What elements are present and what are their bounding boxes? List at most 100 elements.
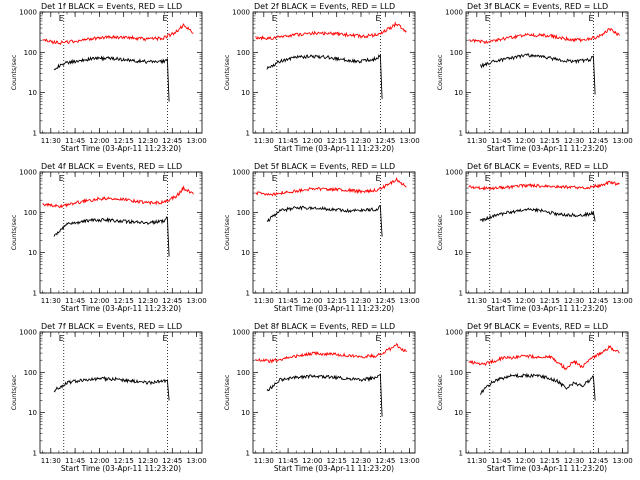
- y-tick-label: 1: [246, 450, 250, 458]
- x-tick-label: 12:15: [114, 297, 134, 305]
- x-tick-label: 11:30: [467, 137, 487, 145]
- panel-title: Det 2f BLACK = Events, RED = LLD: [254, 2, 395, 11]
- event-marker-label: E: [162, 174, 167, 183]
- event-marker-label: E: [485, 174, 490, 183]
- y-tick-label: 1: [246, 130, 250, 138]
- x-tick-label: 12:30: [138, 457, 158, 465]
- event-marker-label: E: [59, 174, 64, 183]
- x-tick-label: 12:45: [162, 457, 182, 465]
- x-tick-label: 11:30: [41, 297, 61, 305]
- events-series-line: [266, 373, 383, 417]
- x-tick-label: 12:15: [327, 297, 347, 305]
- plot-frame: [465, 171, 629, 294]
- plot-frame: [252, 331, 416, 454]
- plot-frame: [465, 331, 629, 454]
- plot-frame: [252, 11, 416, 134]
- events-series-line: [266, 204, 383, 237]
- lld-series-line: [255, 177, 407, 197]
- x-tick-label: 13:00: [187, 457, 207, 465]
- y-axis-label: Counts/sec: [436, 54, 444, 90]
- x-tick-label: 12:30: [564, 137, 584, 145]
- x-tick-label: 12:45: [375, 457, 395, 465]
- events-series-line: [479, 207, 596, 222]
- event-marker-label: E: [588, 14, 593, 23]
- panel-title: Det 7f BLACK = Events, RED = LLD: [41, 322, 182, 331]
- plot-frame: [465, 11, 629, 134]
- x-tick-label: 11:45: [491, 457, 511, 465]
- x-tick-label: 12:45: [588, 137, 608, 145]
- y-tick-label: 100: [450, 209, 463, 217]
- y-tick-label: 1000: [445, 9, 463, 17]
- x-tick-label: 11:45: [65, 137, 85, 145]
- y-tick-label: 100: [24, 49, 37, 57]
- x-tick-label: 12:00: [89, 137, 109, 145]
- x-axis-label: Start Time (03-Apr-11 11:23:20): [61, 304, 181, 313]
- x-tick-label: 12:15: [540, 137, 560, 145]
- panel-title: Det 1f BLACK = Events, RED = LLD: [41, 2, 182, 11]
- events-series-line: [53, 376, 170, 401]
- event-marker-label: E: [162, 334, 167, 343]
- x-tick-label: 11:45: [278, 137, 298, 145]
- y-tick-label: 10: [454, 89, 463, 97]
- x-tick-label: 12:30: [138, 297, 158, 305]
- y-tick-label: 1: [459, 290, 463, 298]
- x-tick-label: 12:45: [375, 297, 395, 305]
- events-series-line: [479, 372, 596, 401]
- x-tick-label: 12:30: [138, 137, 158, 145]
- x-tick-label: 12:00: [515, 297, 535, 305]
- lld-series-line: [468, 180, 620, 191]
- x-tick-label: 12:00: [515, 457, 535, 465]
- events-series-line: [53, 216, 170, 257]
- y-tick-label: 1000: [19, 329, 37, 337]
- x-tick-label: 13:00: [613, 457, 633, 465]
- plot-frame: [252, 171, 416, 294]
- plot-frame: [39, 11, 203, 134]
- x-axis-label: Start Time (03-Apr-11 11:23:20): [274, 144, 394, 153]
- x-tick-label: 12:15: [114, 457, 134, 465]
- event-marker-label: E: [375, 174, 380, 183]
- x-tick-label: 12:00: [89, 297, 109, 305]
- y-tick-label: 10: [454, 409, 463, 417]
- panel-title: Det 3f BLACK = Events, RED = LLD: [467, 2, 608, 11]
- y-axis-label: Counts/sec: [10, 214, 18, 250]
- x-tick-label: 13:00: [187, 137, 207, 145]
- plot-frame: [39, 331, 203, 454]
- event-marker-label: E: [485, 14, 490, 23]
- panel-title: Det 9f BLACK = Events, RED = LLD: [467, 322, 608, 331]
- panel-det-1: Det 1f BLACK = Events, RED = LLD 1 10 100 10…: [10, 2, 207, 153]
- panel-det-8: Det 8f BLACK = Events, RED = LLD 1 10 100 10…: [223, 322, 420, 473]
- x-axis-label: Start Time (03-Apr-11 11:23:20): [487, 304, 607, 313]
- event-marker-label: E: [59, 334, 64, 343]
- x-tick-label: 11:45: [65, 457, 85, 465]
- events-series-line: [479, 53, 596, 95]
- event-marker-label: E: [162, 14, 167, 23]
- x-axis-label: Start Time (03-Apr-11 11:23:20): [487, 464, 607, 473]
- x-tick-label: 11:45: [278, 297, 298, 305]
- x-axis-label: Start Time (03-Apr-11 11:23:20): [274, 304, 394, 313]
- event-marker-label: E: [375, 334, 380, 343]
- panel-det-7: Det 7f BLACK = Events, RED = LLD 1 10 100 10…: [10, 322, 207, 473]
- x-axis-label: Start Time (03-Apr-11 11:23:20): [487, 144, 607, 153]
- x-tick-label: 12:00: [302, 457, 322, 465]
- x-tick-label: 13:00: [400, 137, 420, 145]
- x-tick-label: 12:00: [89, 457, 109, 465]
- lld-series-line: [468, 27, 620, 45]
- y-tick-label: 10: [241, 89, 250, 97]
- event-marker-label: E: [272, 334, 277, 343]
- y-tick-label: 1: [459, 450, 463, 458]
- y-axis-label: Counts/sec: [10, 374, 18, 410]
- y-tick-label: 10: [28, 409, 37, 417]
- y-tick-label: 100: [450, 369, 463, 377]
- x-tick-label: 12:15: [540, 457, 560, 465]
- y-tick-label: 10: [28, 249, 37, 257]
- x-tick-label: 13:00: [613, 137, 633, 145]
- y-tick-label: 1000: [232, 9, 250, 17]
- x-tick-label: 12:30: [351, 457, 371, 465]
- x-axis-label: Start Time (03-Apr-11 11:23:20): [61, 144, 181, 153]
- y-axis-label: Counts/sec: [223, 374, 231, 410]
- panel-det-4: Det 4f BLACK = Events, RED = LLD 1 10 100 10…: [10, 162, 207, 313]
- x-tick-label: 11:45: [491, 137, 511, 145]
- y-tick-label: 100: [237, 209, 250, 217]
- x-tick-label: 13:00: [400, 297, 420, 305]
- x-axis-label: Start Time (03-Apr-11 11:23:20): [61, 464, 181, 473]
